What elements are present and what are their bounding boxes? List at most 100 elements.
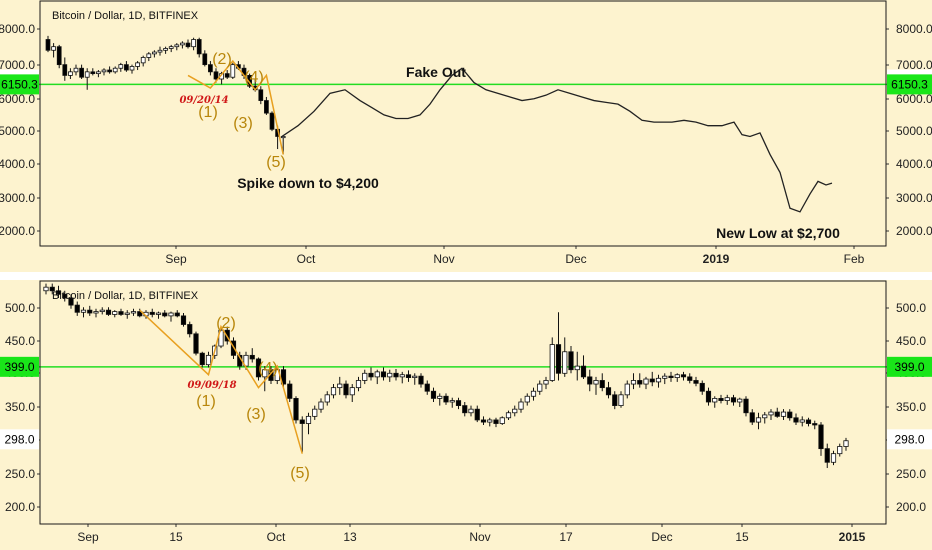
candle [68,294,74,309]
y-tick-label-right: 250.0 [896,467,926,481]
candle-body [824,448,830,463]
candle-body [112,67,118,73]
price-badge-bg [0,74,39,95]
candle [655,374,662,388]
candle-body [518,401,524,410]
y-tick-label-left: 7000.0 [0,58,35,72]
y-tick-label-left: 200.0 [5,500,35,514]
price-badge-bg [887,429,932,450]
candle-body [79,67,84,78]
candle [518,398,524,413]
y-tick-label-right: 4000.0 [896,157,932,171]
price-badge: 6150.3 [0,74,39,95]
candle-body [799,419,805,423]
annotation-text: Spike down to $4,200 [237,175,379,191]
candle-body [205,354,212,366]
plot-area [40,1,886,246]
candle [168,311,174,322]
candle-body [624,383,630,396]
annotation-text: New Low at $2,700 [716,225,840,241]
candle-body [264,100,269,114]
candle [318,398,324,413]
x-tick-label: 2015 [839,530,866,544]
wave-path [187,59,284,155]
candle-body [55,290,62,295]
price-badge-bg [887,74,932,95]
price-badge-label: 6150.3 [891,77,928,91]
y-tick-label-left: 5000.0 [0,124,35,138]
candle-body [730,397,737,403]
candle-body [780,411,787,417]
candle-body [163,48,168,51]
y-tick-label-left: 3000.0 [0,191,35,205]
candle-body [580,365,587,378]
candle [258,86,264,105]
candle-body [399,374,405,378]
candle-body [630,380,637,385]
x-tick-label: 15 [735,530,749,544]
candle [118,62,124,72]
candle-body [843,440,849,447]
candle [174,43,180,51]
candle-body [468,408,474,414]
candle [193,331,199,356]
candle-body [43,286,49,292]
candle [191,37,196,51]
candle-body [493,419,499,424]
candle-body [80,309,87,313]
candle-body [405,374,412,378]
candle-body [202,53,208,66]
candle [755,412,762,430]
wave-label: (3) [246,406,266,423]
candle [293,396,299,424]
candle-body [155,312,162,315]
candle [405,370,412,382]
plot-area [40,281,886,524]
candle-body [262,369,268,378]
candle-body [430,390,437,399]
wave-path [139,309,303,454]
candle-body [343,383,349,396]
price-badge: 6150.3 [887,74,932,95]
candle-body [505,412,512,419]
candle [693,376,699,387]
price-badge-bg [0,429,39,450]
candle-body [805,419,812,424]
candle-body [830,453,837,463]
candle [146,52,152,62]
candle-body [618,394,624,406]
candle [830,450,837,466]
candle [443,393,449,405]
y-tick-label-left: 8000.0 [0,22,35,36]
candle [262,366,268,392]
candle-body [687,376,693,381]
price-badge-label: 399.0 [894,360,924,374]
candle-body [543,380,549,385]
candle [337,376,343,395]
candle [185,39,191,49]
candle-body [749,412,755,423]
chart-panel-1: 8000.0 8000.0 7000.0 7000.0 6000.0 6000.0 5000… [0,0,932,272]
candle [687,373,693,384]
candle-body [287,383,293,399]
candle [505,410,512,420]
candle-body [537,383,543,392]
candle-body [412,375,418,378]
candle [418,373,424,388]
candle-body [68,71,73,76]
candle-body [258,89,264,101]
candle [630,373,637,390]
candle [73,64,79,76]
candle [412,373,418,385]
candle [96,70,101,78]
candle-body [299,419,305,424]
date-stamp: 09/09/18 [187,380,236,391]
candle [743,396,749,417]
x-tick-label: Feb [844,252,865,266]
candle-body [130,311,137,314]
candle-body [112,311,118,315]
candle-body [774,411,780,417]
candle-body [180,315,187,325]
candle [362,369,368,385]
candle [568,346,574,374]
